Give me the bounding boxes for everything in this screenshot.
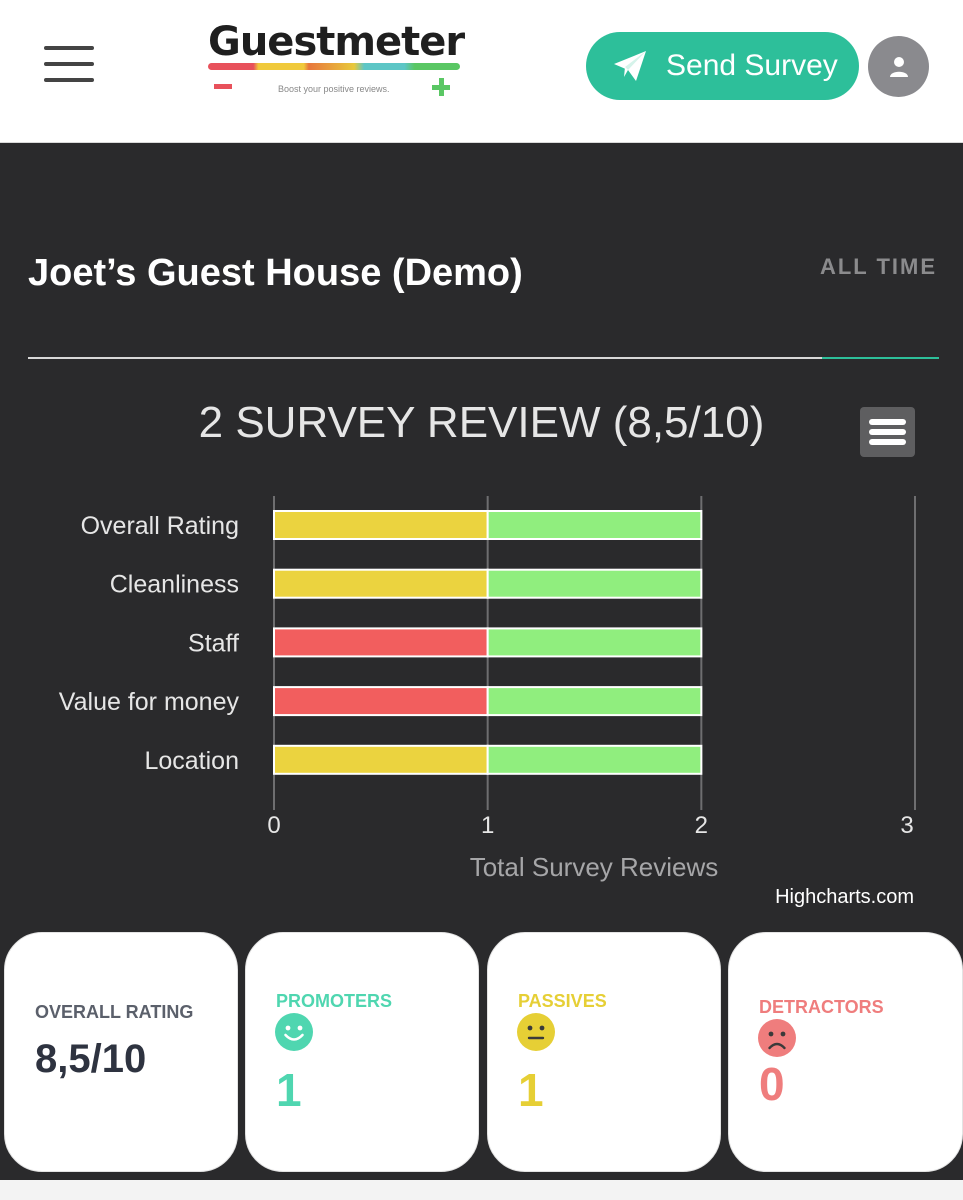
user-avatar[interactable]	[868, 36, 929, 97]
logo-wordmark: Guestmeter	[208, 19, 465, 65]
app-header: Guestmeter Boost your positive reviews. …	[0, 0, 963, 143]
guestmeter-logo[interactable]: Guestmeter Boost your positive reviews.	[206, 18, 465, 104]
promoters-card: PROMOTERS 1	[245, 932, 479, 1172]
chart-category-label: Location	[144, 747, 239, 775]
passives-label: PASSIVES	[518, 991, 607, 1011]
chart-bar-segment	[486, 744, 703, 775]
chart-category-label: Overall Rating	[81, 512, 239, 540]
chart-category-label: Cleanliness	[110, 571, 239, 599]
hamburger-line	[44, 78, 94, 82]
detractors-count: 0	[759, 1058, 785, 1110]
logo-tagline: Boost your positive reviews.	[278, 84, 390, 94]
page-bottom	[0, 1180, 963, 1200]
hamburger-line	[44, 46, 94, 50]
chart-axis-title: Total Survey Reviews	[470, 852, 719, 882]
chart-bar-segment	[486, 568, 703, 599]
chart-bar-segment	[273, 568, 489, 599]
send-survey-button[interactable]: Send Survey	[586, 32, 859, 100]
chart-context-menu-icon[interactable]	[860, 407, 915, 457]
section-divider-accent	[822, 357, 939, 359]
chart-bar-segment	[486, 627, 703, 658]
send-survey-label: Send Survey	[666, 49, 838, 82]
time-range-filter[interactable]: ALL TIME	[819, 254, 937, 279]
promoters-count: 1	[276, 1064, 302, 1116]
chart-tick-label: 3	[900, 812, 913, 839]
chart-menu-line	[869, 429, 906, 435]
detractors-label: DETRACTORS	[759, 997, 884, 1017]
logo-minus-icon	[214, 84, 232, 89]
chart-bar-segment	[486, 686, 703, 717]
passives-count: 1	[518, 1064, 544, 1116]
survey-bar-chart: Overall Rating Cleanliness Staff Value for …	[59, 496, 916, 882]
detractors-card: DETRACTORS 0	[728, 932, 963, 1172]
smiley-neutral-icon	[517, 1013, 555, 1051]
chart-credits-link[interactable]: Highcharts.com	[775, 886, 914, 908]
passives-card: PASSIVES 1	[487, 932, 721, 1172]
logo-color-bar	[208, 63, 460, 70]
promoters-label: PROMOTERS	[276, 991, 393, 1011]
chart-menu-line	[869, 419, 906, 425]
smiley-happy-icon	[275, 1013, 313, 1051]
hamburger-line	[44, 62, 94, 66]
chart-bar-segment	[273, 627, 489, 658]
paper-plane-icon	[614, 51, 646, 81]
logo-plus-icon	[432, 78, 450, 96]
overall-rating-card: OVERALL RATING 8,5/10	[4, 932, 238, 1172]
overall-rating-value: 8,5/10	[35, 1037, 147, 1081]
chart-bar-segment	[486, 510, 703, 540]
chart-category-label: Staff	[188, 629, 239, 657]
user-icon	[889, 56, 908, 77]
hamburger-menu-icon[interactable]	[44, 44, 96, 84]
chart-bar-segment	[273, 744, 489, 775]
overall-rating-label: OVERALL RATING	[35, 1002, 194, 1022]
chart-tick-label: 2	[695, 812, 708, 839]
section-divider	[28, 357, 822, 359]
chart-bar-segment	[273, 686, 489, 717]
chart-bar-segment	[273, 510, 489, 540]
chart-tick-label: 0	[267, 812, 280, 839]
chart-category-label: Value for money	[59, 688, 240, 716]
chart-menu-line	[869, 439, 906, 445]
chart-tick-label: 1	[481, 812, 494, 839]
smiley-sad-icon	[758, 1019, 796, 1057]
page-title: Joet’s Guest House (Demo)	[28, 252, 523, 294]
chart-title: 2 SURVEY REVIEW (8,5/10)	[198, 398, 765, 447]
